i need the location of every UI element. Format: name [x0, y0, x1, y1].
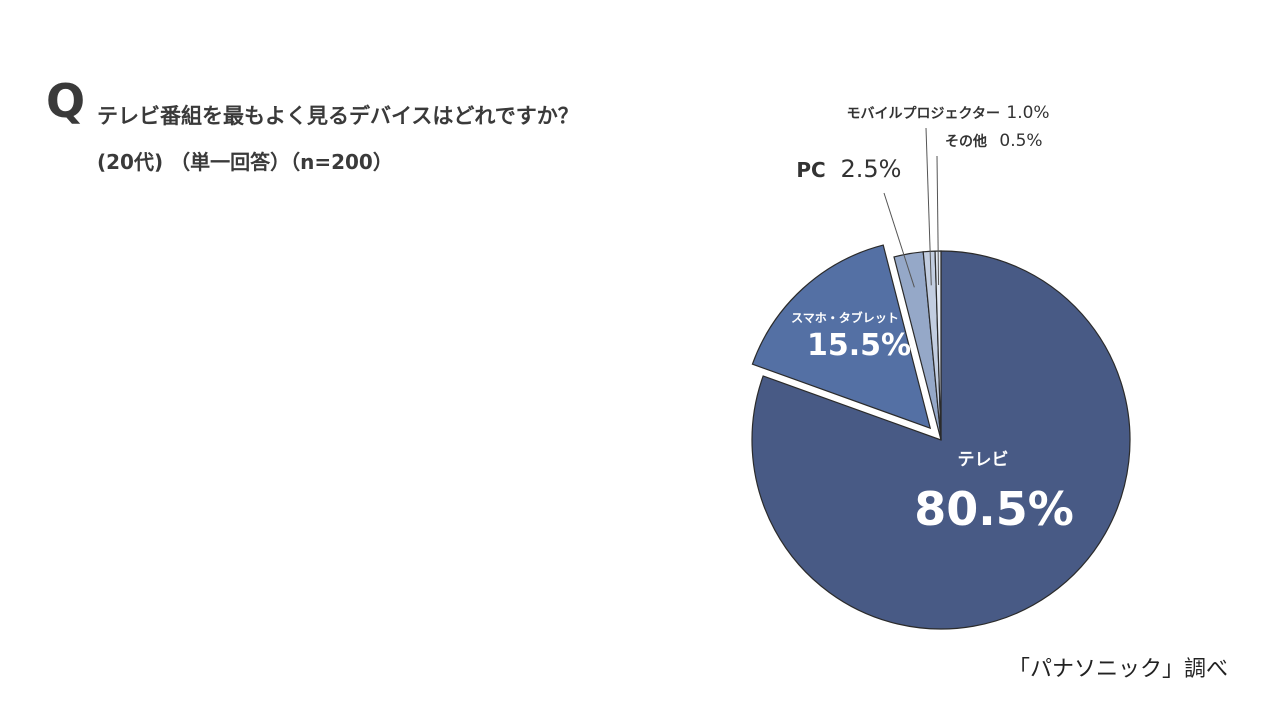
slice-label-category-4: モバイルプロジェクター	[847, 106, 1000, 122]
slice-label-category-3: PC	[796, 158, 825, 182]
question-title: テレビ番組を最もよく見るデバイスはどれですか？	[97, 104, 579, 128]
slice-label-category-2: スマホ・タブレット	[791, 310, 899, 325]
source-note: 「パナソニック」調べ	[1007, 657, 1228, 682]
slice-label-value-4: 1.0%	[1006, 103, 1049, 123]
slice-label-value-5: 0.5%	[999, 131, 1042, 151]
slice-label-category-1: テレビ	[958, 450, 1009, 470]
slice-labels: テレビ 80.5% スマホ・タブレット 15.5% PC 2.5% モバイルプロジェクター 1…	[791, 103, 1074, 536]
question-subtitle: (20代) （単一回答）（n=200）	[97, 150, 393, 174]
slice-label-category-5: その他	[945, 133, 987, 150]
slice-label-value-2: 15.5%	[807, 328, 911, 363]
slice-label-value-3: 2.5%	[841, 155, 902, 183]
question-mark: Q	[46, 74, 86, 128]
leader-line-4	[925, 127, 932, 286]
leader-line-3	[883, 192, 915, 288]
pie-slice-2	[751, 244, 932, 430]
leader-lines	[883, 127, 940, 288]
leader-line-5	[936, 155, 940, 286]
pie-slices	[751, 244, 1131, 630]
slice-label-value-1: 80.5%	[914, 482, 1074, 536]
